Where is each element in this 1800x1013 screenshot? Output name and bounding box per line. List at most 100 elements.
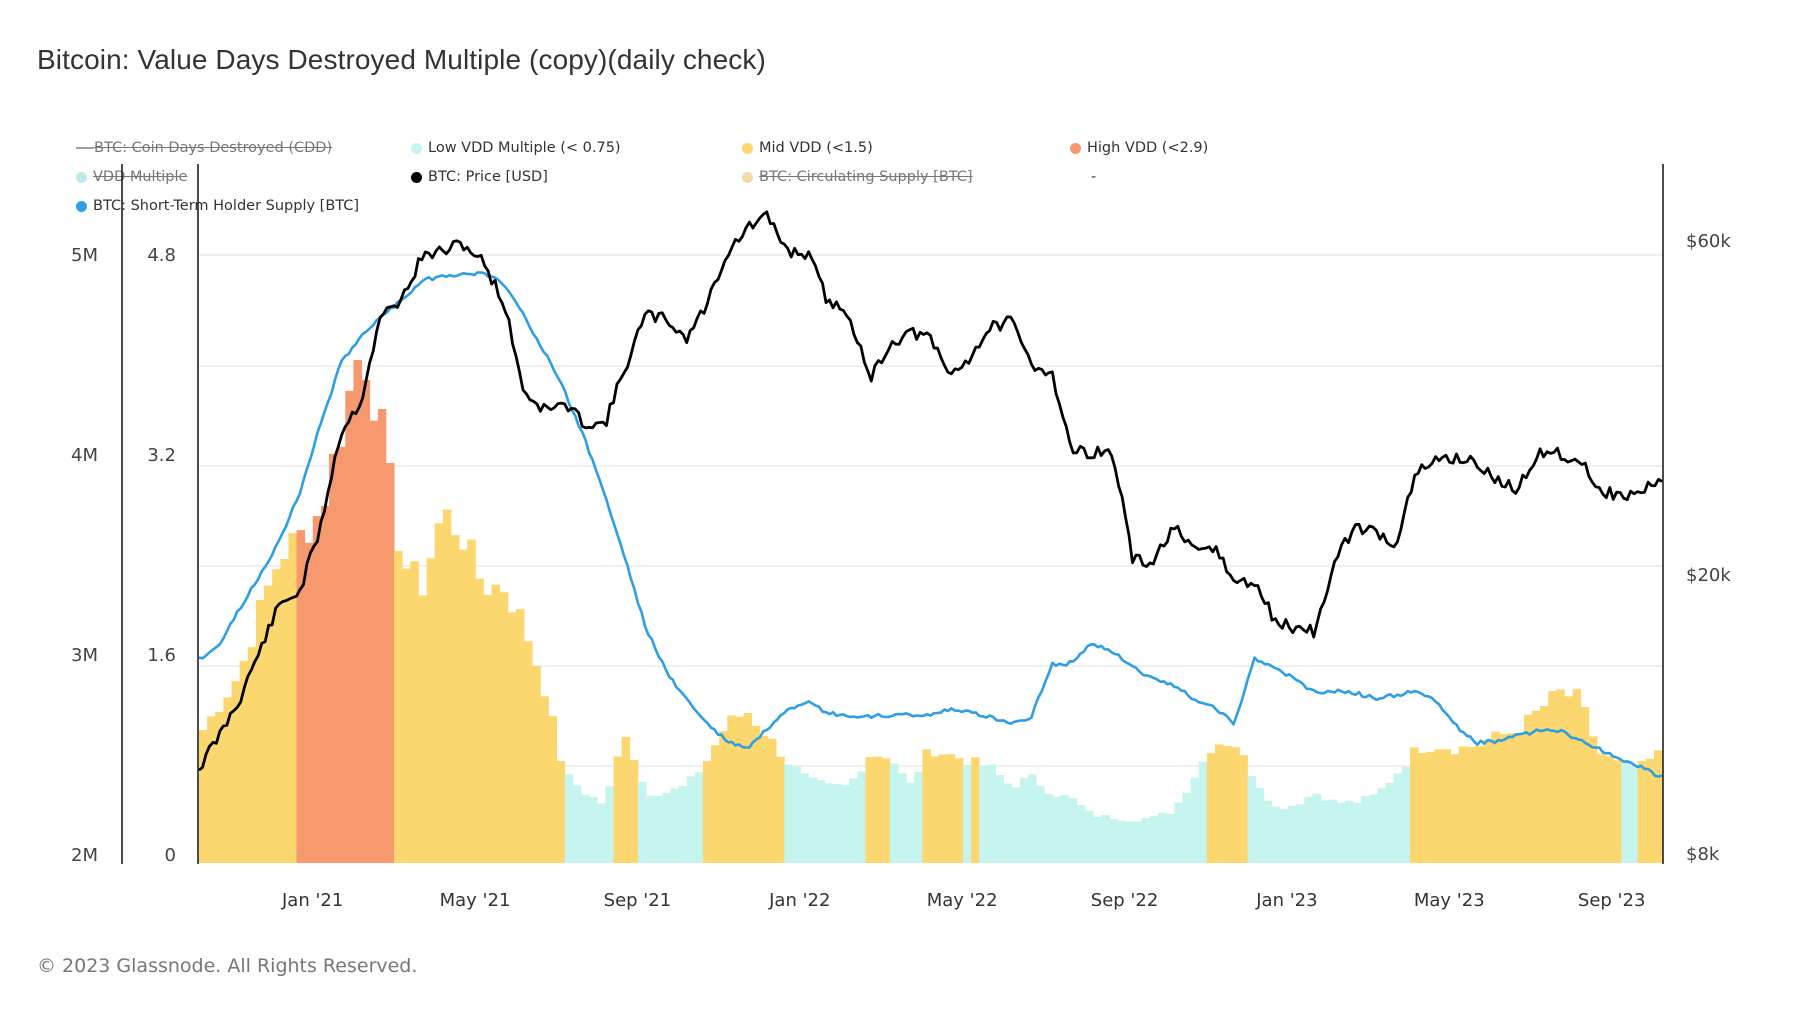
vdd-bar [1149,815,1159,863]
vdd-bar [1613,760,1622,863]
x-axis-ticks: Jan '21 May '21 Sep '21 Jan '22 May '22 Sep '… [281,890,1645,911]
vdd-bar [1540,706,1549,863]
legend-label: Low VDD Multiple (< 0.75) [428,140,621,156]
price-tick-label: $8k [1686,844,1720,865]
vdd-bar [621,736,631,863]
vdd-bar [906,782,915,863]
legend-item-circulating-supply[interactable]: BTC: Circulating Supply [BTC] [742,169,973,185]
vdd-bar [524,641,533,863]
legend-item-cdd[interactable]: BTC: Coin Days Destroyed (CDD) [76,140,332,156]
vdd-bar [654,795,663,863]
vdd-bar [434,523,444,863]
vdd-bar [662,793,671,863]
vdd-ticks: 0 1.6 3.2 4.8 [147,245,176,866]
vdd-bar [1572,689,1582,863]
vdd-bar [385,462,395,863]
vdd-bar [1596,753,1606,863]
legend-dot-icon [76,171,87,183]
x-tick-label: Jan '22 [768,890,830,911]
vdd-bar [312,516,322,863]
vdd-bar [727,715,736,863]
vdd-bar [605,786,614,863]
vdd-bar [483,594,492,863]
vdd-bar [491,584,501,863]
x-tick-label: Jan '23 [1255,890,1317,911]
vdd-bar [1117,820,1126,863]
vdd-bar [394,550,403,863]
vdd-bar [1401,766,1411,863]
vdd-bar [369,420,379,863]
legend-item-price[interactable]: BTC: Price [USD] [411,169,548,185]
vdd-bar [751,725,761,863]
vdd-bar [808,777,818,863]
vdd-bar [1044,793,1053,863]
vdd-bar [1418,753,1427,863]
vdd-bar [1158,813,1167,863]
vdd-bar [792,766,801,863]
vdd-bar [1548,691,1557,863]
vdd-bar [1296,804,1305,863]
vdd-bar [1345,801,1354,863]
price-ticks: $8k $20k $60k [1686,231,1731,865]
vdd-bar [946,754,956,863]
legend-item-vdd-multiple[interactable]: VDD Multiple [76,169,187,185]
legend-label: BTC: Price [USD] [428,169,548,185]
vdd-bar [1491,731,1500,863]
vdd-bar [857,771,866,863]
chart-title: Bitcoin: Value Days Destroyed Multiple (… [37,44,766,75]
legend-label: BTC: Coin Days Destroyed (CDD) [94,140,333,156]
vdd-bar [832,784,842,863]
vdd-bar [702,760,712,863]
vdd-bar [776,756,785,863]
x-tick-label: Sep '21 [604,890,672,911]
vdd-bar [304,542,314,863]
vdd-bar [1239,755,1248,863]
vdd-bar [1214,744,1224,863]
legend-dot-icon [411,142,422,154]
legend-item-mid-vdd[interactable]: Mid VDD (<1.5) [742,140,873,156]
vdd-bar [1109,819,1118,863]
legend-label: High VDD (<2.9) [1087,140,1209,156]
vdd-bar [1312,793,1322,863]
vdd-bar [767,738,777,863]
sth-supply-tick-label: 4M [71,445,98,466]
vdd-bar [597,803,606,863]
vdd-bar [1580,707,1590,863]
x-tick-label: May '21 [440,890,511,911]
vdd-bar [345,390,354,863]
vdd-bar [784,764,793,863]
vdd-bar [515,609,525,863]
vdd-bar [971,757,980,863]
vdd-bar [824,783,834,863]
vdd-bar [199,730,208,863]
vdd-bar [1434,749,1443,863]
vdd-bar [995,775,1005,863]
legend-item-sth-supply[interactable]: BTC: Short-Term Holder Supply [BTC] [76,198,359,214]
vdd-bar [637,782,647,863]
vdd-bar [361,380,371,863]
vdd-bar [320,505,330,863]
vdd-bar [963,764,972,863]
legend-item-high-vdd[interactable]: High VDD (<2.9) [1070,140,1208,156]
vdd-bar [938,754,948,863]
legend-item-low-vdd[interactable]: Low VDD Multiple (< 0.75) [411,140,621,156]
vdd-bar [1588,736,1598,863]
vdd-bar [1410,747,1419,863]
vdd-bar [459,549,468,863]
vdd-bar [735,716,744,863]
vdd-bar [1353,803,1362,863]
vdd-bar [1174,802,1183,863]
vdd-bar [499,592,509,863]
vdd-bar [377,409,387,863]
vdd-bar [1101,815,1110,863]
sth-supply-tick-label: 5M [71,245,98,266]
vdd-bar [1458,746,1468,863]
vdd-bar [954,758,964,863]
vdd-bar [1198,761,1208,863]
vdd-bar [1377,788,1387,863]
legend-label: Mid VDD (<1.5) [759,140,873,156]
vdd-bar [1206,753,1216,863]
vdd-bar [215,711,224,863]
legend-dot-icon [411,171,422,183]
sth-supply-ticks: 2M 3M 4M 5M [71,245,98,866]
